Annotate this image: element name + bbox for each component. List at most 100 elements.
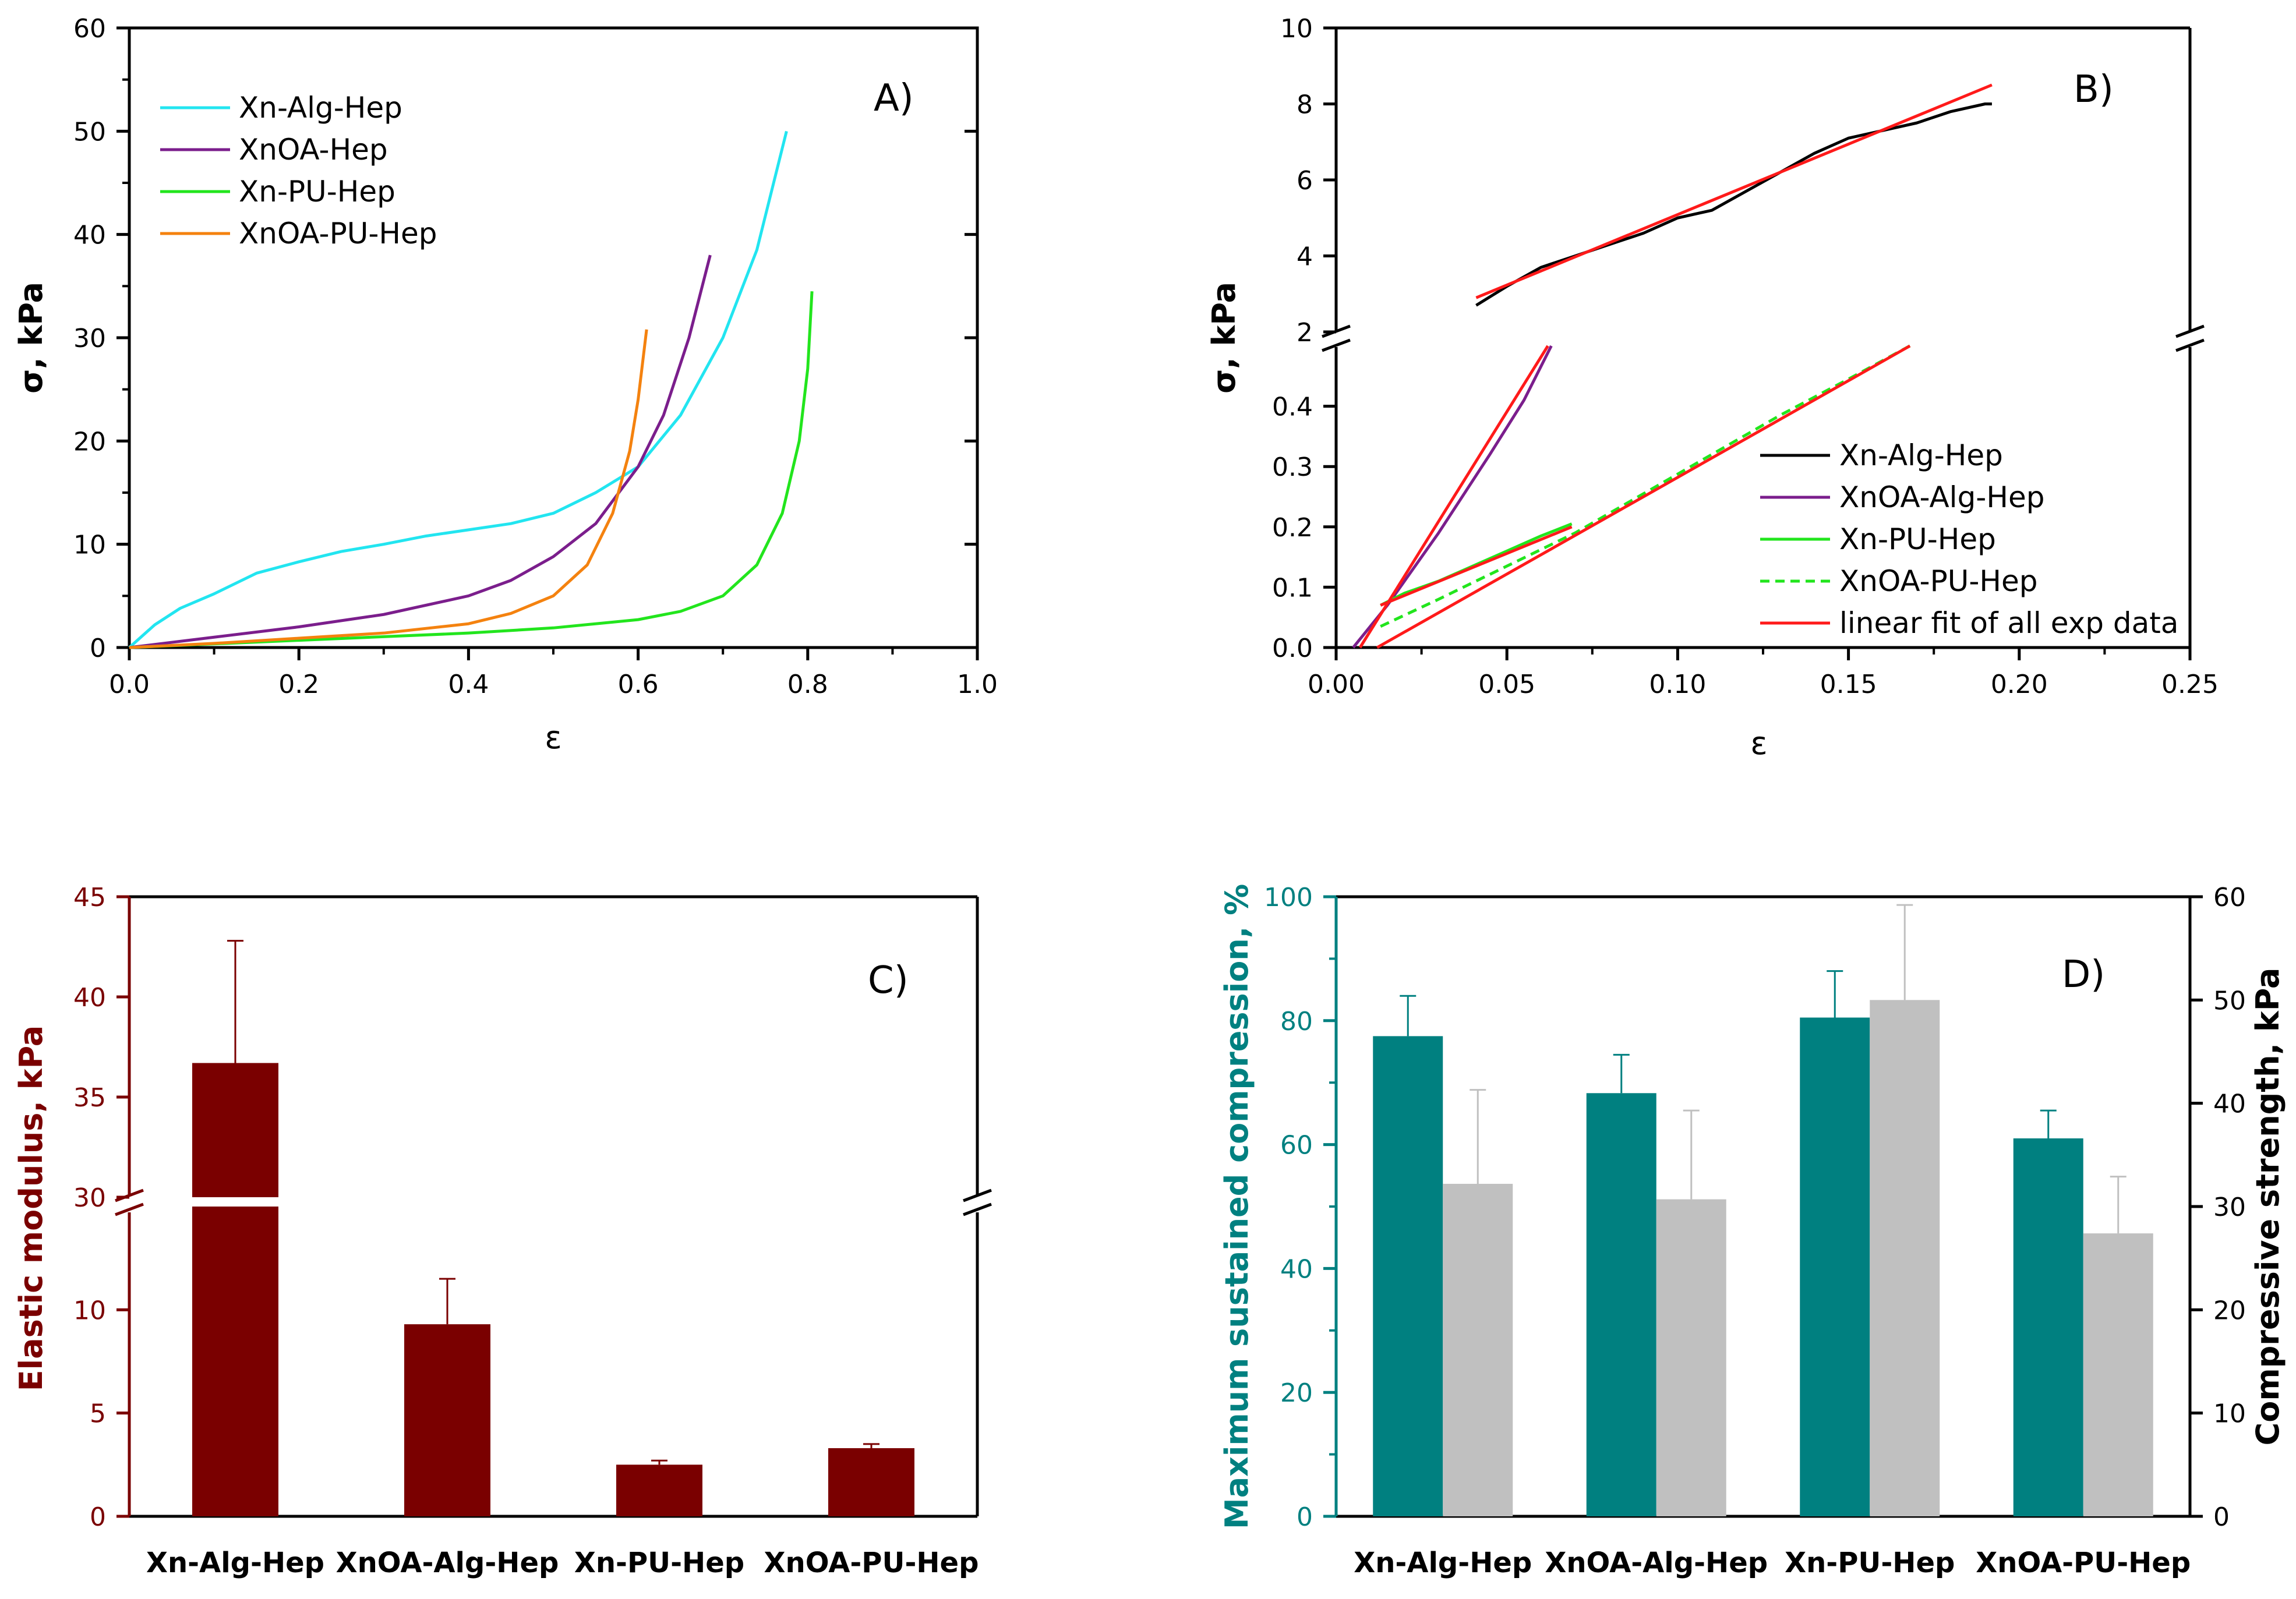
panel-b-series-line (1380, 344, 1911, 628)
panel-c-bar-break (191, 1197, 280, 1207)
panel-c-category-label: Xn-PU-Hep (574, 1547, 744, 1579)
panel-b-legend-label: Xn-PU-Hep (1839, 522, 1996, 556)
panel-c-ytick-label: 35 (73, 1083, 106, 1113)
panel-c-bar (616, 1464, 702, 1516)
panel-a-ytick-label: 0 (90, 634, 106, 663)
panel-c-ytick-label: 30 (73, 1183, 106, 1213)
panel-d-chart: 0 20 40 60 80 100 0 10 20 30 40 50 60 Xn-Alg-Hep XnO… (1218, 883, 2286, 1579)
panel-b-xtick-label: 0.20 (1991, 670, 2048, 699)
panel-b-xtick-label: 0.05 (1478, 670, 1535, 699)
panel-b-ytick-label: 0.0 (1272, 634, 1313, 663)
panel-a-xtick-label: 1.0 (957, 670, 998, 699)
panel-b-ytick-label: 8 (1297, 90, 1313, 120)
panel-b-axis-break-right (2175, 324, 2205, 352)
panel-c-axis-break-left (115, 1188, 144, 1216)
panel-a-series-line (129, 291, 814, 649)
panel-d-ytick-right-label: 60 (2213, 883, 2246, 912)
panel-a-xtick-label: 0.8 (787, 670, 828, 699)
panel-a-ytick-label: 10 (73, 530, 106, 560)
panel-b-xtick-label: 0.25 (2161, 670, 2219, 699)
panel-b-legend: Xn-Alg-Hep XnOA-Alg-Hep Xn-PU-Hep XnOA-PU-H… (1760, 438, 2178, 640)
panel-a-xtick-label: 0.2 (278, 670, 319, 699)
panel-b-xtick-label: 0.10 (1649, 670, 1706, 699)
panel-b-ytick-label: 10 (1280, 14, 1313, 44)
panel-c-bar (404, 1324, 490, 1516)
panel-d-ytick-right-label: 30 (2213, 1193, 2246, 1222)
panel-a-label: A) (874, 77, 914, 120)
panel-d-bar (2083, 1233, 2153, 1516)
panel-c-chart: 30 35 40 45 0 5 10 Xn-Alg-Hep XnOA-Alg-Hep Xn-PU… (13, 883, 992, 1579)
panel-b-fit-line (1475, 83, 1993, 299)
panel-b-ytick-label: 0.4 (1272, 392, 1313, 422)
panel-d-bar (2013, 1138, 2083, 1516)
panel-c-category-label: XnOA-Alg-Hep (336, 1547, 559, 1579)
panel-d-label: D) (2062, 953, 2105, 996)
panel-b-legend-label: XnOA-Alg-Hep (1839, 480, 2044, 514)
panel-a-legend: Xn-Alg-Hep XnOA-Hep Xn-PU-Hep XnOA-PU-Hep (160, 91, 437, 250)
panel-d-category-label: XnOA-PU-Hep (1976, 1547, 2191, 1579)
panel-c-ytick-label: 10 (73, 1296, 106, 1325)
panel-a-legend-label: Xn-Alg-Hep (239, 91, 402, 125)
panel-a-legend-label: Xn-PU-Hep (239, 175, 395, 208)
panel-b-fit-line (1380, 525, 1573, 607)
panel-a-xlabel: ε (545, 719, 561, 756)
panel-d-category-label: Xn-Alg-Hep (1354, 1547, 1532, 1579)
panel-b-fit-line (1376, 344, 1911, 649)
panel-a-chart: 0 10 20 30 40 50 60 0.0 0.2 0.4 0.6 0.8 1.0 A) ε σ,… (13, 14, 998, 756)
panel-d-ytick-left-label: 100 (1264, 883, 1313, 912)
panel-d-bar (1870, 1000, 1940, 1516)
panel-b-ytick-label: 4 (1297, 242, 1313, 272)
panel-a-ytick-label: 40 (73, 221, 106, 250)
panel-c-ytick-label: 45 (73, 883, 106, 912)
panel-c-ytick-label: 0 (90, 1502, 106, 1532)
panel-a-xtick-label: 0.4 (448, 670, 489, 699)
panel-c-label: C) (868, 959, 909, 1002)
panel-d-ytick-left-label: 80 (1280, 1007, 1313, 1036)
panel-c-ylabel: Elastic modulus, kPa (13, 1025, 50, 1391)
panel-a-series-line (129, 329, 648, 649)
panel-b-chart: 2 4 6 8 10 0.0 0.1 0.2 0.3 0.4 0.00 0.05 0.10 0.15 0.… (1206, 14, 2219, 762)
panel-b-ylabel: σ, kPa (1206, 282, 1242, 394)
panel-d-category-label: Xn-PU-Hep (1785, 1547, 1955, 1579)
panel-a-legend-label: XnOA-PU-Hep (239, 217, 437, 250)
panel-d-bar (1443, 1183, 1513, 1516)
panel-b-legend-label: linear fit of all exp data (1839, 606, 2178, 640)
panel-a-ytick-label: 60 (73, 14, 106, 44)
panel-a-legend-label: XnOA-Hep (239, 133, 388, 167)
panel-d-ytick-right-label: 0 (2213, 1502, 2230, 1532)
panel-d-bar (1373, 1036, 1443, 1516)
panel-c-category-label: Xn-Alg-Hep (146, 1547, 324, 1579)
panel-d-category-label: XnOA-Alg-Hep (1545, 1547, 1768, 1579)
panel-d-ytick-left-label: 20 (1280, 1378, 1313, 1408)
panel-b-xtick-label: 0.00 (1308, 670, 1365, 699)
panel-a-ytick-label: 30 (73, 324, 106, 353)
panel-a-ytick-label: 20 (73, 427, 106, 457)
panel-d-ytick-left-label: 0 (1297, 1502, 1313, 1532)
panel-d-ytick-right-label: 50 (2213, 986, 2246, 1016)
panel-a-series-line (128, 130, 788, 649)
panel-c-ytick-label: 40 (73, 983, 106, 1013)
panel-d-ylabel-right: Compressive strength, kPa (2249, 968, 2286, 1446)
panel-b-ytick-label: 0.1 (1272, 573, 1313, 603)
panel-a-xtick-label: 0.0 (109, 670, 150, 699)
panel-c-ytick-label: 5 (90, 1399, 106, 1429)
panel-b-legend-label: XnOA-PU-Hep (1839, 564, 2037, 598)
panel-d-ytick-right-label: 40 (2213, 1089, 2246, 1119)
panel-a-xtick-label: 0.6 (618, 670, 659, 699)
panel-b-label: B) (2074, 68, 2114, 111)
panel-c-bar (828, 1448, 914, 1516)
panel-d-ytick-left-label: 60 (1280, 1131, 1313, 1161)
panel-d-ytick-right-label: 20 (2213, 1296, 2246, 1325)
panel-b-xlabel: ε (1750, 725, 1767, 762)
panel-c-axis-break-right (963, 1188, 992, 1216)
panel-b-legend-label: Xn-Alg-Hep (1839, 438, 2003, 472)
panel-d-ytick-right-label: 10 (2213, 1399, 2246, 1429)
panel-d-bar (1656, 1199, 1726, 1516)
panel-d-bar (1800, 1017, 1870, 1516)
panel-d-ylabel-left: Maximum sustained compression, % (1218, 884, 1255, 1529)
panel-a-ytick-label: 50 (73, 117, 106, 147)
panel-d-ytick-left-label: 40 (1280, 1254, 1313, 1284)
panel-c-category-label: XnOA-PU-Hep (764, 1547, 979, 1579)
panel-b-ytick-label: 2 (1297, 318, 1313, 348)
panel-b-ytick-label: 6 (1297, 166, 1313, 196)
